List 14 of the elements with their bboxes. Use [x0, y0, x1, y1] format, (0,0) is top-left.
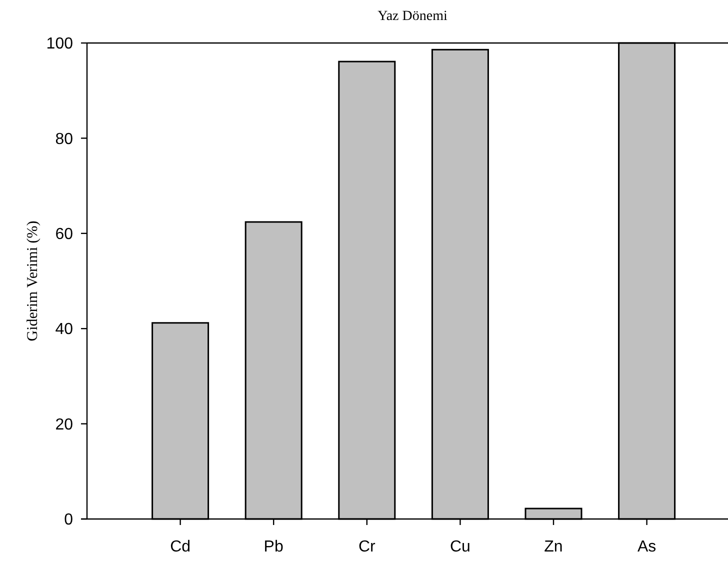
- x-tick-label: As: [637, 538, 656, 556]
- y-tick-label: 100: [46, 36, 74, 53]
- x-tick-label: Cu: [450, 538, 470, 556]
- x-tick-label: Zn: [544, 538, 563, 556]
- x-tick-label: Cr: [358, 538, 376, 556]
- y-axis-title: Giderim Verimi (%): [25, 220, 41, 342]
- y-tick-label: 20: [55, 416, 74, 434]
- y-tick-label: 80: [55, 130, 74, 148]
- chart-title: Yaz Dönemi: [378, 9, 448, 24]
- y-tick-label: 0: [64, 512, 74, 529]
- y-tick-label: 40: [55, 321, 74, 338]
- x-tick-label: Cd: [170, 538, 191, 556]
- x-tick-label: Pb: [264, 538, 284, 556]
- y-tick-label: 60: [55, 226, 74, 243]
